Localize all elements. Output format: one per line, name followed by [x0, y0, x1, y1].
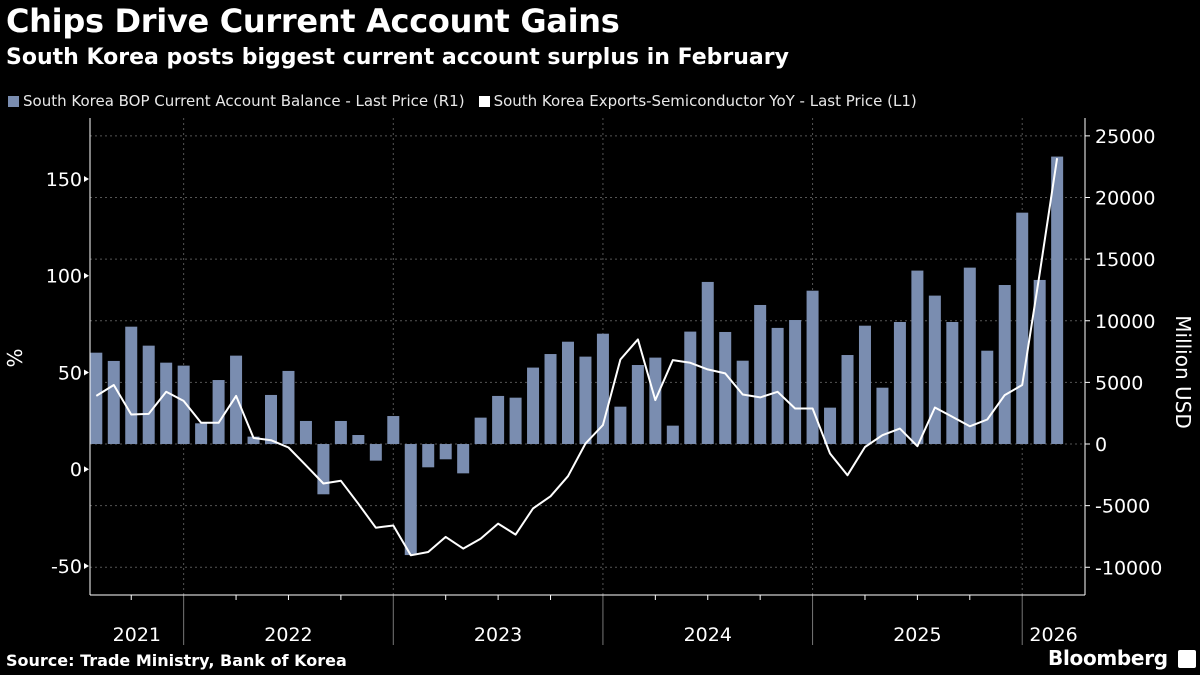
x-axis-tick-label: 2026 — [1029, 624, 1077, 646]
bar-current-account — [317, 444, 330, 495]
bar-current-account — [299, 420, 312, 445]
bar-current-account — [631, 365, 644, 445]
bar-current-account — [928, 295, 941, 445]
bar-current-account — [265, 394, 277, 445]
bar-current-account — [369, 444, 382, 461]
legend-label: South Korea BOP Current Account Balance … — [23, 92, 465, 110]
right-axis-tick-label: 20000 — [1095, 188, 1155, 210]
bloomberg-logo: Bloomberg — [1048, 646, 1168, 670]
x-axis-tick-label: 2025 — [893, 624, 941, 646]
left-axis-tick — [84, 369, 89, 376]
bar-current-account — [387, 416, 400, 445]
right-axis-tick-label: -10000 — [1095, 557, 1162, 579]
x-axis-tick-label: 2021 — [113, 624, 161, 646]
legend-item-semiconductor-exports: South Korea Exports-Semiconductor YoY - … — [478, 92, 917, 110]
right-axis-tick-label: 5000 — [1095, 372, 1143, 394]
bar-current-account — [1051, 156, 1064, 445]
left-axis-label: % — [3, 348, 27, 367]
right-axis-tick-label: 10000 — [1095, 311, 1155, 333]
bar-current-account — [561, 341, 574, 445]
bar-current-account — [719, 331, 732, 445]
bar-current-account — [352, 435, 365, 445]
bar-current-account — [893, 321, 906, 445]
bar-current-account — [806, 290, 819, 445]
x-axis-tick-label: 2024 — [684, 624, 732, 646]
legend-swatch-bar — [8, 95, 19, 107]
legend-label: South Korea Exports-Semiconductor YoY - … — [493, 92, 917, 110]
bar-current-account — [841, 355, 854, 445]
bar-current-account — [195, 423, 208, 445]
bar-current-account — [457, 444, 470, 474]
bar-current-account — [125, 326, 138, 445]
bar-current-account — [107, 360, 120, 445]
right-axis-tick-label: -5000 — [1095, 496, 1150, 518]
source-note: Source: Trade Ministry, Bank of Korea — [6, 651, 347, 670]
x-axis-tick-label: 2022 — [264, 624, 312, 646]
bar-current-account — [911, 270, 924, 445]
bar-current-account — [579, 356, 592, 445]
bar-current-account — [1016, 212, 1029, 445]
bar-current-account — [771, 327, 784, 445]
bar-current-account — [998, 285, 1011, 445]
left-axis-tick — [84, 175, 89, 182]
x-axis-tick-label: 2023 — [474, 624, 522, 646]
right-axis-label: Million USD — [1171, 315, 1195, 429]
bar-current-account — [963, 267, 976, 445]
bar-current-account — [701, 281, 714, 445]
bar-current-account — [247, 436, 260, 445]
bar-current-account — [1033, 279, 1046, 445]
bar-current-account — [789, 320, 802, 445]
left-axis-tick-label: 0 — [70, 459, 82, 481]
bar-current-account — [754, 304, 767, 445]
chart-title: Chips Drive Current Account Gains — [6, 2, 620, 40]
bar-current-account — [858, 325, 871, 445]
bar-current-account — [404, 444, 417, 556]
legend: South Korea BOP Current Account Balance … — [8, 92, 917, 110]
left-axis-tick-label: 50 — [58, 362, 82, 384]
chart-subtitle: South Korea posts biggest current accoun… — [6, 45, 789, 70]
bar-current-account — [439, 444, 452, 460]
legend-item-current-account: South Korea BOP Current Account Balance … — [8, 92, 465, 110]
bar-current-account — [876, 387, 889, 445]
bar-current-account — [212, 380, 225, 445]
bar-current-account — [474, 417, 487, 445]
bar-current-account — [946, 321, 959, 445]
bar-current-account — [736, 360, 749, 445]
left-axis-tick-label: 100 — [46, 266, 82, 288]
bar-current-account — [230, 355, 243, 445]
bar-current-account — [90, 352, 103, 445]
right-axis-tick-label: 0 — [1095, 434, 1107, 456]
bar-current-account — [981, 350, 994, 445]
bar-current-account — [666, 425, 679, 445]
right-axis-tick-label: 25000 — [1095, 126, 1155, 148]
left-axis-tick-label: -50 — [51, 556, 82, 578]
bloomberg-chart-icon — [1178, 650, 1196, 668]
bar-current-account — [824, 407, 837, 445]
right-axis-tick-label: 15000 — [1095, 249, 1155, 271]
bar-current-account — [596, 333, 609, 445]
bar-current-account — [160, 362, 173, 445]
bar-current-account — [684, 331, 697, 445]
left-axis-tick — [84, 272, 89, 279]
bar-current-account — [544, 354, 557, 445]
left-axis-tick-label: 150 — [46, 169, 82, 191]
bar-current-account — [177, 365, 190, 445]
bar-current-account — [492, 395, 505, 445]
bar-current-account — [509, 397, 522, 445]
left-axis-tick — [84, 562, 89, 569]
bar-current-account — [334, 420, 347, 445]
bar-current-account — [282, 370, 295, 445]
legend-swatch-line — [478, 95, 490, 107]
bar-current-account — [527, 367, 540, 445]
line-semiconductor-exports — [95, 158, 1059, 557]
left-axis-tick — [84, 466, 89, 473]
bar-current-account — [142, 345, 155, 445]
bar-current-account — [422, 444, 435, 468]
bar-current-account — [614, 406, 627, 445]
